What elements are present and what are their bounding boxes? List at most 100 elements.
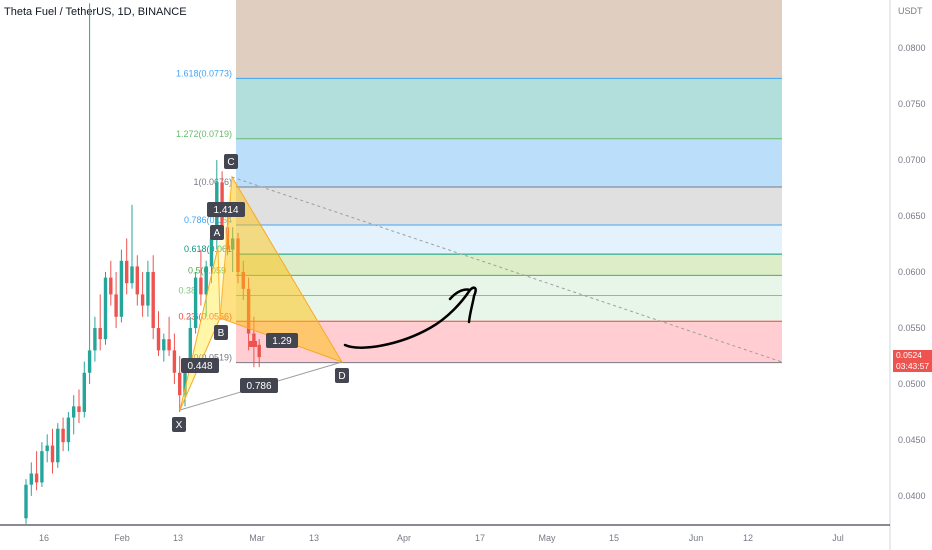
candle-body	[172, 350, 177, 373]
fib-zone	[236, 78, 782, 139]
point-x-label-box	[172, 417, 186, 432]
candle-body	[209, 238, 214, 267]
point-c-label-box	[224, 154, 238, 169]
point-a-label: A	[214, 228, 221, 239]
candle-body	[56, 428, 60, 463]
fib-zone	[236, 254, 782, 276]
price-tick-label: 0.0600	[898, 267, 926, 277]
candle-body	[119, 260, 124, 317]
fib-level-label: 1(0.0676)	[193, 177, 232, 187]
candle-body	[24, 484, 28, 519]
candle-body	[61, 428, 65, 443]
ratio-abc-label: 1.414	[213, 205, 238, 216]
point-b-label: B	[218, 328, 225, 339]
candle-body	[34, 473, 39, 483]
fib-zone	[236, 275, 782, 296]
candle-body	[130, 266, 134, 284]
point-d-label-box	[335, 368, 349, 383]
candle-body	[188, 327, 192, 368]
time-tick-label: 15	[609, 533, 619, 543]
ratio-xbd-label: 0.786	[246, 381, 271, 392]
price-tick-label: 0.0550	[898, 323, 926, 333]
price-axis-unit: USDT	[898, 6, 923, 16]
ratio-bcd-label: 1.29	[272, 336, 292, 347]
candle-body	[103, 277, 108, 340]
price-tick-label: 0.0800	[898, 43, 926, 53]
point-b-label-box	[214, 325, 228, 340]
ratio-xbd-label-box	[240, 378, 278, 393]
time-tick-label: Feb	[114, 533, 130, 543]
candle-body	[50, 445, 55, 463]
fib-zone	[236, 138, 782, 187]
time-tick-label: 13	[309, 533, 319, 543]
fib-level-label: 0(0.0519)	[193, 353, 232, 363]
fib-zone	[236, 186, 782, 225]
candle-body	[167, 339, 171, 351]
fib-level-label: 1.618(0.0773)	[176, 68, 232, 78]
time-tick-label: 13	[173, 533, 183, 543]
candle-body	[199, 277, 203, 295]
fib-zone	[236, 225, 782, 255]
fibonacci-retracement[interactable]: 1.618(0.0773) 1.272(0.0719) 1(0.0676) 0.786…	[176, 0, 782, 364]
price-tick-label: 0.0650	[898, 211, 926, 221]
candle-body	[77, 406, 81, 412]
price-tick-label: 0.0400	[898, 491, 926, 501]
candle-body	[82, 372, 86, 412]
candle-body	[29, 473, 33, 485]
fib-level-label: 6(0.0556)	[193, 311, 232, 321]
ratio-bcd-label-box	[266, 333, 298, 348]
last-price-badge: 0.0524 03:43:57	[893, 350, 932, 372]
candle-body	[252, 333, 256, 345]
candle-body	[40, 451, 44, 483]
price-axis[interactable]: USDT 0.0800 0.0750 0.0700 0.0650 0.0600 0.0550…	[889, 0, 926, 550]
candle-body	[135, 266, 139, 295]
candle-body	[146, 272, 150, 306]
candle-body	[183, 367, 187, 396]
fib-zone	[236, 295, 782, 322]
candle-body	[114, 294, 118, 317]
bar-countdown-label: 03:43:57	[896, 361, 930, 371]
ratio-abc-label-box	[207, 202, 245, 217]
candle-body	[257, 344, 261, 358]
candle-body	[66, 417, 71, 443]
time-tick-label: Mar	[249, 533, 265, 543]
candle-body	[125, 260, 129, 284]
candle-body	[151, 272, 155, 328]
chart-title: Theta Fuel / TetherUS, 1D, BINANCE	[4, 6, 187, 18]
time-tick-label: Apr	[397, 533, 411, 543]
fib-zone	[236, 0, 782, 79]
price-tick-label: 0.0450	[898, 435, 926, 445]
time-tick-label: 12	[743, 533, 753, 543]
point-d-label: D	[338, 371, 345, 382]
time-tick-label: Jul	[832, 533, 844, 543]
point-c-label: C	[227, 157, 234, 168]
point-x-label: X	[176, 420, 183, 431]
candle-body	[45, 445, 49, 452]
candle-body	[156, 327, 161, 351]
price-tick-label: 0.0750	[898, 99, 926, 109]
price-tick-label: 0.0700	[898, 155, 926, 165]
fib-level-label: 0.618(0.061	[184, 244, 232, 254]
candle-body	[162, 339, 166, 351]
candle-body	[72, 406, 76, 418]
harmonic-pattern[interactable]: X A B C D 0.448 0.786 1.414 1.29	[172, 154, 783, 432]
last-price-label: 0.0524	[896, 350, 922, 360]
candle-body	[193, 277, 198, 328]
fib-level-label: 0.38	[178, 286, 196, 296]
candle-body	[87, 350, 92, 373]
ratio-xab-label: 0.448	[187, 361, 212, 372]
candle-body	[98, 327, 102, 340]
price-tick-label: 0.0500	[898, 379, 926, 389]
time-axis[interactable]: 16 Feb 13 Mar 13 Apr 17 May 15 Jun 12 Jul	[0, 524, 890, 543]
projection-arrow-drawing[interactable]	[343, 286, 477, 349]
fib-level-label: 1.272(0.0719)	[176, 129, 232, 139]
point-a-label-box	[210, 225, 224, 240]
time-tick-label: May	[538, 533, 556, 543]
candle-body	[204, 266, 208, 295]
time-tick-label: 17	[475, 533, 485, 543]
candle-body	[109, 277, 113, 295]
small-marker	[249, 341, 257, 347]
fib-level-label: 0.23	[178, 311, 196, 321]
candle-body	[140, 294, 145, 306]
